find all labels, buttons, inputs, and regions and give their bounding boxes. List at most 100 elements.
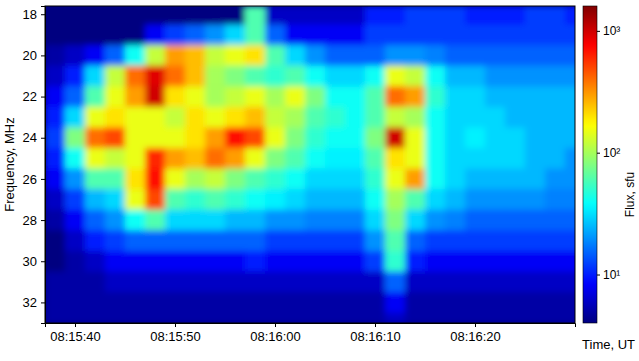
cell	[565, 313, 575, 323]
cell	[225, 251, 246, 272]
cell	[325, 169, 346, 190]
cell	[345, 6, 366, 25]
cell	[545, 148, 566, 169]
cell	[305, 107, 326, 128]
tick-mark	[41, 97, 45, 98]
cell	[545, 189, 566, 210]
tick-label: 08:16:00	[250, 329, 301, 344]
cell	[425, 45, 446, 66]
cell	[65, 230, 86, 251]
tick: 26	[23, 172, 45, 187]
cell	[225, 272, 246, 293]
cell	[285, 127, 306, 148]
cell	[565, 292, 575, 313]
cell	[45, 6, 66, 25]
cell	[445, 169, 466, 190]
cell	[565, 107, 575, 128]
y-axis: 1820222426283032	[23, 7, 46, 324]
cell	[125, 210, 146, 231]
cell	[565, 272, 575, 293]
cell	[45, 45, 66, 66]
cell	[545, 251, 566, 272]
cell	[165, 6, 186, 25]
cell	[225, 169, 246, 190]
cell	[545, 6, 566, 25]
tick-mark	[41, 55, 45, 56]
cell	[445, 230, 466, 251]
cell	[345, 272, 366, 293]
cell	[85, 86, 106, 107]
cell	[545, 66, 566, 87]
cell	[245, 107, 266, 128]
cell	[65, 169, 86, 190]
cell	[445, 86, 466, 107]
cell	[325, 6, 346, 25]
cell	[325, 86, 346, 107]
cell	[525, 86, 546, 107]
cell	[145, 86, 166, 107]
colorbar-title: Flux, sfu	[623, 172, 637, 217]
cell	[425, 25, 446, 46]
cell	[245, 230, 266, 251]
cell	[185, 86, 206, 107]
cell	[565, 210, 575, 231]
cell	[285, 230, 306, 251]
cell	[445, 127, 466, 148]
cell	[485, 313, 506, 323]
cell	[245, 313, 266, 323]
cell	[205, 189, 226, 210]
cell	[345, 127, 366, 148]
cell	[545, 272, 566, 293]
tick: 10¹	[597, 268, 620, 282]
cell	[185, 169, 206, 190]
cell	[45, 313, 66, 323]
cell	[325, 127, 346, 148]
cell	[65, 292, 86, 313]
cell	[505, 169, 526, 190]
cell	[225, 66, 246, 87]
cell	[325, 45, 346, 66]
cell	[85, 210, 106, 231]
cell	[45, 86, 66, 107]
cell	[505, 210, 526, 231]
cell	[305, 189, 326, 210]
tick-label: 24	[23, 130, 37, 145]
cell	[45, 107, 66, 128]
cell	[165, 86, 186, 107]
cell	[365, 169, 386, 190]
tick-label: 10³	[603, 24, 620, 38]
cell	[265, 45, 286, 66]
cell	[125, 66, 146, 87]
cell	[385, 251, 406, 272]
cell	[385, 148, 406, 169]
cell	[485, 6, 506, 25]
cell	[405, 148, 426, 169]
cell	[225, 230, 246, 251]
tick-label: 32	[23, 295, 37, 310]
tick-label: 18	[23, 7, 37, 22]
cell	[265, 210, 286, 231]
tick-label: 28	[23, 213, 37, 228]
tick: 30	[23, 254, 45, 269]
cell	[505, 251, 526, 272]
cell	[345, 25, 366, 46]
cell	[185, 148, 206, 169]
cells-clip	[45, 6, 575, 323]
cell	[465, 272, 486, 293]
tick-label: 26	[23, 172, 37, 187]
cell	[365, 86, 386, 107]
cell	[245, 45, 266, 66]
cell	[85, 45, 106, 66]
tick-mark	[41, 302, 45, 303]
cell	[405, 45, 426, 66]
cell	[505, 189, 526, 210]
tick-label: 20	[23, 48, 37, 63]
cell	[185, 66, 206, 87]
cell	[445, 25, 466, 46]
cell	[565, 45, 575, 66]
cell	[285, 86, 306, 107]
cell	[125, 127, 146, 148]
cell	[325, 313, 346, 323]
cell	[565, 251, 575, 272]
cell	[105, 313, 126, 323]
